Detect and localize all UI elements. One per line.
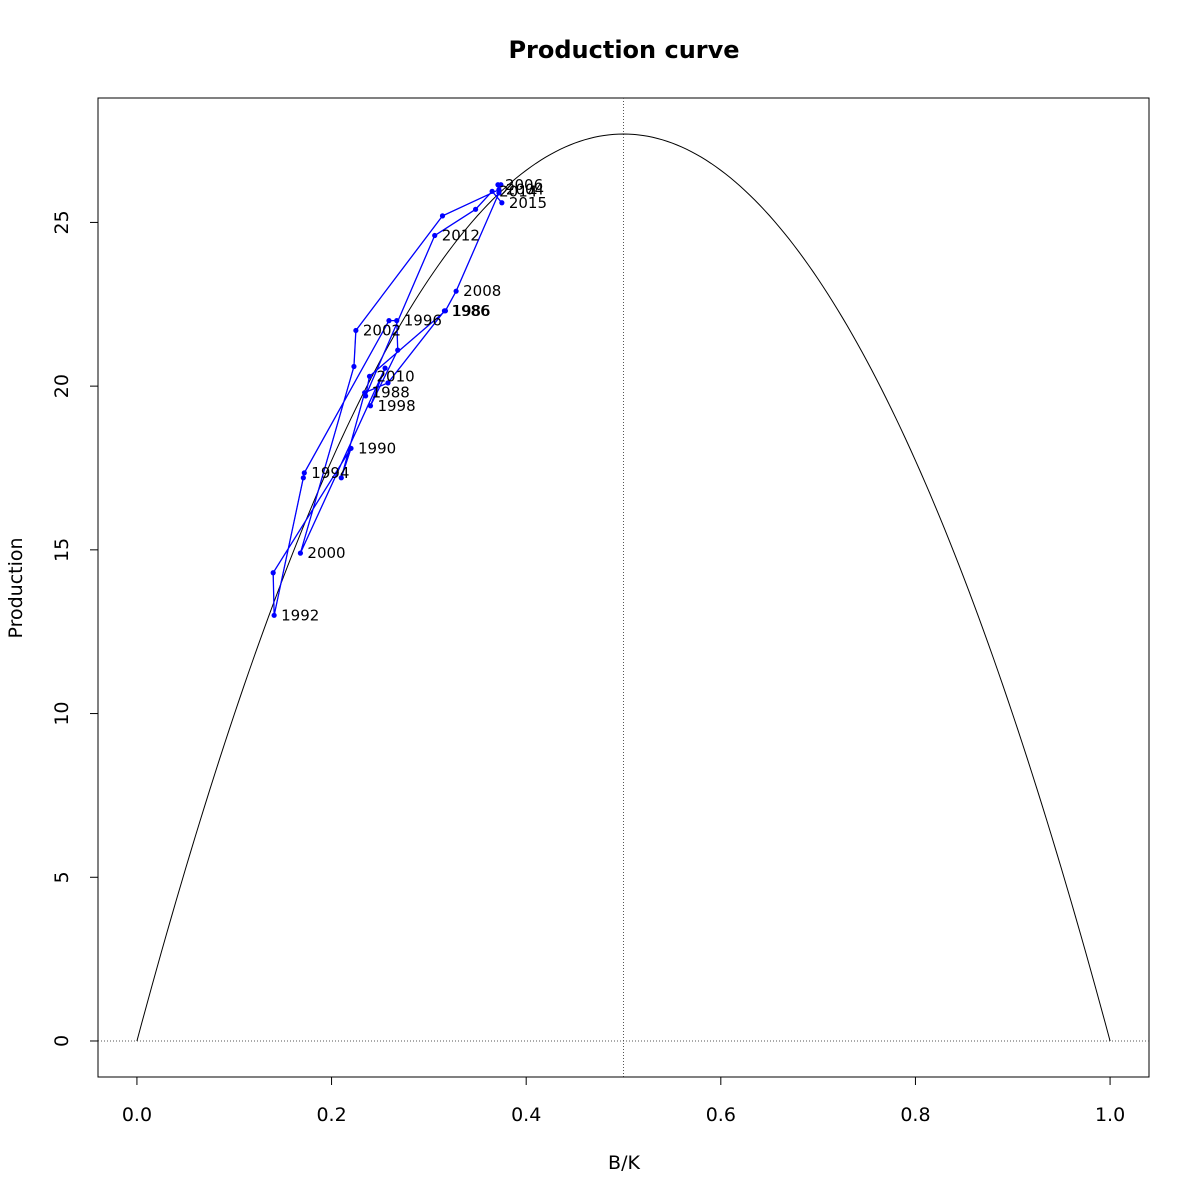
point-label: 1994 [311, 464, 349, 482]
point-label: 2006 [505, 176, 543, 194]
chart-title: Production curve [508, 36, 739, 64]
trajectory-line [272, 184, 503, 616]
y-tick-label: 20 [51, 374, 73, 398]
trajectory-point [270, 570, 276, 576]
x-tick-label: 1.0 [1095, 1104, 1125, 1126]
point-label: 2014 [499, 182, 537, 200]
reference-lines [98, 98, 1149, 1077]
trajectory-point [367, 403, 374, 409]
point-label: 1998 [377, 397, 415, 415]
trajectory-point [351, 363, 357, 370]
x-tick-label: 0.8 [900, 1104, 930, 1126]
y-axis: 0 5 10 15 20 25 [51, 210, 99, 1047]
y-axis-label: Production [5, 537, 27, 638]
point-label: 1990 [358, 439, 396, 457]
point-label: 1988 [372, 384, 410, 402]
point-label: 1992 [281, 606, 319, 624]
point-label: 2012 [442, 227, 480, 245]
point-label: 2004 [506, 181, 544, 199]
trajectory-point [496, 190, 502, 196]
point-label: 2015 [509, 194, 547, 212]
trajectory-point [338, 475, 344, 481]
point-label: 1996 [404, 312, 442, 330]
trajectory-point [385, 380, 391, 386]
trajectory-point [301, 470, 307, 476]
y-tick-label: 10 [51, 701, 73, 725]
x-axis: 0.0 0.2 0.4 0.6 0.8 1.0 [122, 1076, 1125, 1126]
trajectory-point [271, 612, 277, 618]
y-tick-label: 25 [51, 210, 73, 234]
trajectory-point [297, 550, 304, 556]
point-label: 2008 [463, 282, 501, 300]
y-tick-label: 5 [51, 871, 73, 883]
production-curve-line [136, 133, 1111, 1042]
trajectory-point [432, 232, 438, 239]
x-tick-label: 0.6 [706, 1104, 736, 1126]
trajectory-point [395, 347, 401, 353]
trajectory-point [499, 200, 505, 206]
y-tick-label: 0 [51, 1035, 73, 1047]
point-labels: 1986 1988 1990 1992 1994 1996 1998 2000 2002 2004… [281, 176, 547, 625]
point-label: 2000 [307, 544, 345, 562]
trajectory-layer [270, 182, 505, 618]
trajectory-point [300, 475, 306, 481]
point-label: 1986 [452, 302, 490, 320]
trajectory-point [386, 318, 392, 324]
trajectory-point [363, 393, 369, 399]
point-label: 2002 [363, 321, 401, 339]
trajectory-point [382, 365, 388, 371]
trajectory-point [366, 373, 373, 379]
trajectory-point [348, 445, 354, 451]
x-tick-label: 0.4 [511, 1104, 541, 1126]
trajectory-point [495, 182, 501, 188]
point-label: 1986 [451, 302, 489, 320]
trajectory-point [439, 213, 446, 219]
point-label: 2010 [377, 367, 415, 385]
trajectory-point [442, 308, 449, 314]
trajectory-point [472, 206, 479, 212]
x-tick-label: 0.2 [316, 1104, 346, 1126]
x-tick-label: 0.0 [122, 1104, 152, 1126]
trajectory-point [353, 327, 359, 334]
x-axis-label: B/K [608, 1152, 640, 1174]
trajectory-point [489, 188, 495, 194]
y-tick-label: 15 [51, 538, 73, 562]
production-curve [136, 133, 1111, 1042]
trajectory-point [394, 318, 400, 324]
trajectory-point [453, 288, 459, 294]
